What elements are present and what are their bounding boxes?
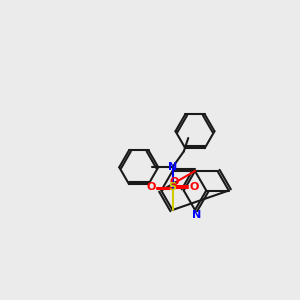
Text: S: S [169, 182, 176, 193]
Text: N: N [192, 209, 201, 220]
Text: O: O [190, 182, 199, 193]
Text: N: N [168, 162, 177, 172]
Text: O: O [146, 182, 155, 193]
Text: O: O [169, 177, 179, 187]
